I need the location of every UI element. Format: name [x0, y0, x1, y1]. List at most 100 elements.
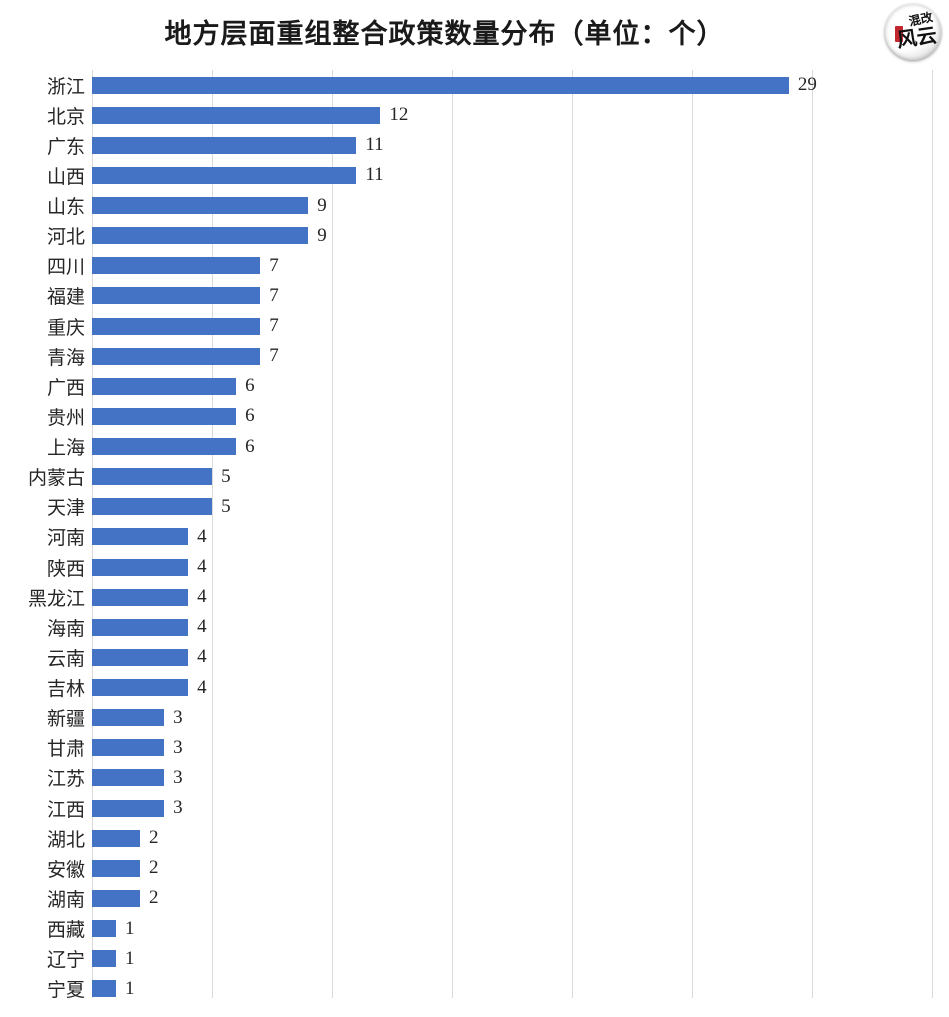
- value-label: 1: [125, 947, 135, 969]
- bar-track: 29: [92, 70, 933, 100]
- bar: [92, 257, 261, 275]
- bar: [92, 166, 357, 184]
- category-label: 安徽: [46, 859, 85, 881]
- category-label: 贵州: [46, 407, 85, 429]
- bar: [92, 648, 189, 666]
- bar-track: 6: [92, 401, 933, 431]
- bar-track: 5: [92, 492, 933, 522]
- bar: [92, 558, 189, 576]
- bar-row: 四川 7: [0, 251, 949, 281]
- category-label: 天津: [46, 498, 85, 520]
- bar-row: 云南 4: [0, 642, 949, 672]
- value-label: 4: [197, 525, 207, 547]
- bar-row: 广西 6: [0, 371, 949, 401]
- bar-track: 2: [92, 823, 933, 853]
- bar-row: 内蒙古 5: [0, 462, 949, 492]
- value-label: 3: [173, 766, 183, 788]
- bar-row: 河北 9: [0, 221, 949, 251]
- bar-track: 7: [92, 341, 933, 371]
- category-label: 宁夏: [46, 980, 85, 1002]
- category-label: 甘肃: [46, 739, 85, 761]
- bar: [92, 618, 189, 636]
- bar-row: 辽宁 1: [0, 944, 949, 974]
- bar-row: 甘肃 3: [0, 733, 949, 763]
- bar-track: 4: [92, 552, 933, 582]
- bar-track: 4: [92, 582, 933, 612]
- bar: [92, 799, 165, 817]
- category-label: 陕西: [46, 558, 85, 580]
- bar: [92, 76, 789, 94]
- value-label: 7: [269, 284, 279, 306]
- category-label: 江苏: [46, 769, 85, 791]
- bar-track: 4: [92, 673, 933, 703]
- logo-seal-icon: [895, 26, 903, 42]
- value-label: 4: [197, 646, 207, 668]
- bar-row: 北京 12: [0, 100, 949, 130]
- bar-track: 7: [92, 281, 933, 311]
- bar-track: 7: [92, 251, 933, 281]
- value-label: 1: [125, 977, 135, 999]
- bar-track: 4: [92, 612, 933, 642]
- category-label: 浙江: [46, 76, 85, 98]
- category-label: 重庆: [46, 317, 85, 339]
- bar-track: 7: [92, 311, 933, 341]
- value-label: 7: [269, 254, 279, 276]
- category-label: 湖北: [46, 829, 85, 851]
- category-label: 湖南: [46, 889, 85, 911]
- category-label: 山东: [46, 197, 85, 219]
- value-label: 4: [197, 676, 207, 698]
- value-label: 9: [317, 224, 327, 246]
- category-label: 青海: [46, 347, 85, 369]
- category-label: 四川: [46, 257, 85, 279]
- bar-track: 3: [92, 703, 933, 733]
- bar: [92, 588, 189, 606]
- value-label: 4: [197, 556, 207, 578]
- bar-row: 浙江 29: [0, 70, 949, 100]
- bar: [92, 317, 261, 335]
- bar-row: 吉林 4: [0, 673, 949, 703]
- bar-row: 西藏 1: [0, 914, 949, 944]
- bar: [92, 829, 141, 847]
- bar-row: 广东 11: [0, 130, 949, 160]
- bar-track: 2: [92, 883, 933, 913]
- value-label: 11: [365, 134, 384, 156]
- bar-row: 陕西 4: [0, 552, 949, 582]
- brand-logo: 混改 风云: [885, 4, 941, 60]
- bar: [92, 950, 117, 968]
- value-label: 9: [317, 194, 327, 216]
- bar: [92, 709, 165, 727]
- bar: [92, 438, 237, 456]
- bar-row: 山西 11: [0, 160, 949, 190]
- bar: [92, 769, 165, 787]
- category-label: 海南: [46, 618, 85, 640]
- bar-row: 重庆 7: [0, 311, 949, 341]
- value-label: 4: [197, 616, 207, 638]
- bar: [92, 528, 189, 546]
- bar: [92, 498, 213, 516]
- bar: [92, 980, 117, 998]
- category-label: 广东: [46, 136, 85, 158]
- bar-track: 3: [92, 793, 933, 823]
- value-label: 2: [149, 857, 159, 879]
- bar-track: 3: [92, 733, 933, 763]
- bar-rows: 浙江 29 北京 12 广东 11 山西 11 山东 9 河北 9 四川 7 福建 7 重庆 7 青海 7 广西 6 贵州 6…: [0, 70, 949, 1004]
- value-label: 7: [269, 315, 279, 337]
- category-label: 上海: [46, 438, 85, 460]
- value-label: 3: [173, 797, 183, 819]
- bar-row: 江苏 3: [0, 763, 949, 793]
- value-label: 3: [173, 736, 183, 758]
- category-label: 新疆: [46, 709, 85, 731]
- category-label: 广西: [46, 377, 85, 399]
- bar-track: 1: [92, 974, 933, 1004]
- category-label: 云南: [46, 648, 85, 670]
- bar-track: 6: [92, 432, 933, 462]
- bar-track: 6: [92, 371, 933, 401]
- bar-track: 9: [92, 191, 933, 221]
- value-label: 6: [245, 435, 255, 457]
- bar: [92, 197, 309, 215]
- bar-track: 4: [92, 642, 933, 672]
- bar-chart: 浙江 29 北京 12 广东 11 山西 11 山东 9 河北 9 四川 7 福建 7 重庆 7 青海 7 广西 6 贵州 6…: [0, 70, 949, 1004]
- category-label: 北京: [46, 106, 85, 128]
- bar: [92, 468, 213, 486]
